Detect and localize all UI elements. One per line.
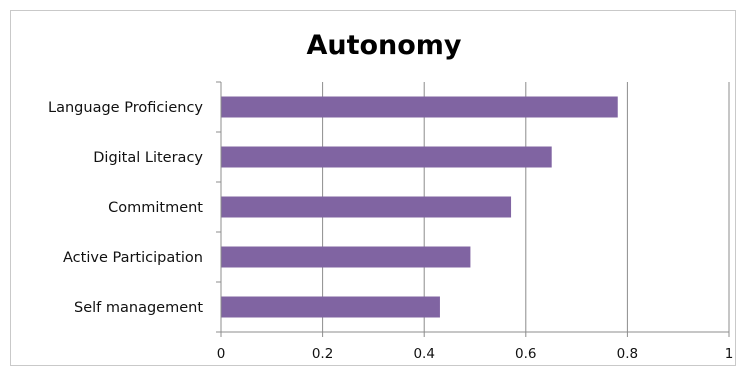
bar-5 <box>221 296 440 318</box>
chart-title: Autonomy <box>306 30 461 61</box>
x-tick-label-3: 0.6 <box>515 346 536 362</box>
x-tick-label-4: 0.8 <box>617 346 638 362</box>
category-labels: Language Proficiency Digital Literacy Comm… <box>48 100 203 316</box>
category-label-2: Digital Literacy <box>93 150 203 166</box>
bar-2 <box>221 146 552 168</box>
category-label-5: Self management <box>74 300 203 316</box>
category-label-4: Active Participation <box>63 250 203 266</box>
bar-3 <box>221 196 512 218</box>
category-label-1: Language Proficiency <box>48 100 203 116</box>
axes <box>216 81 730 337</box>
category-label-3: Commitment <box>108 200 203 216</box>
tick-labels: 0 0.2 0.4 0.6 0.8 1 <box>217 346 734 362</box>
x-tick-label-2: 0.4 <box>413 346 434 362</box>
bar-4 <box>221 246 471 268</box>
x-tick-label-0: 0 <box>217 346 226 362</box>
bar-1 <box>221 96 618 118</box>
x-tick-label-5: 1 <box>725 346 734 362</box>
x-tick-label-1: 0.2 <box>312 346 333 362</box>
bars <box>221 96 618 318</box>
